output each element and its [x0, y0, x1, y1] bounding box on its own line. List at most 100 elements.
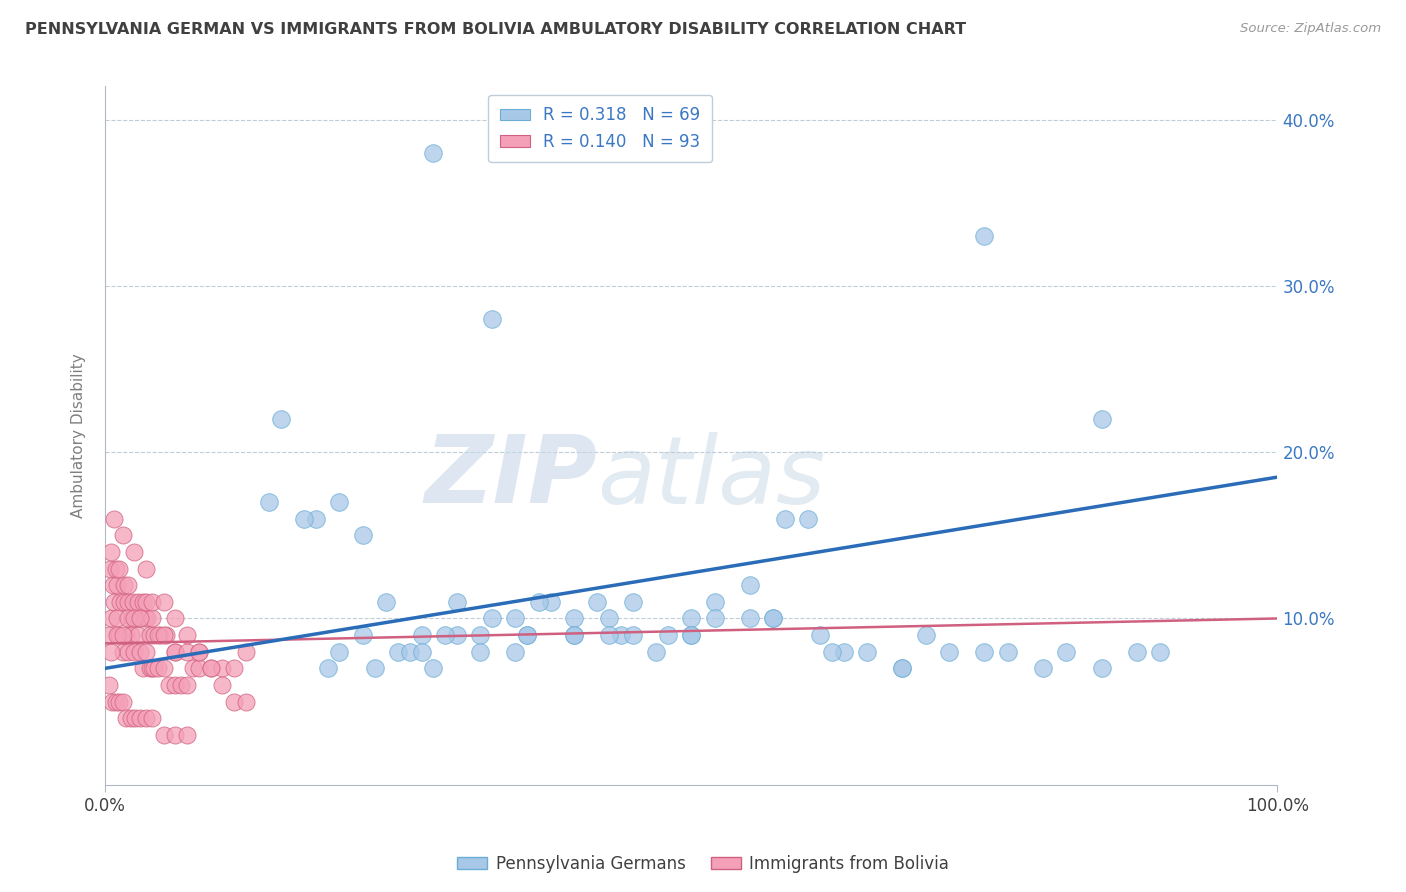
Point: [100, 545, 122, 559]
Point: [516, 628, 538, 642]
Point: [129, 611, 152, 625]
Point: [328, 645, 350, 659]
Point: [411, 645, 433, 659]
Point: [375, 595, 398, 609]
Point: [135, 711, 157, 725]
Point: [117, 578, 139, 592]
Point: [112, 595, 135, 609]
Point: [1032, 661, 1054, 675]
Point: [398, 645, 420, 659]
Legend: R = 0.318   N = 69, R = 0.140   N = 93: R = 0.318 N = 69, R = 0.140 N = 93: [488, 95, 713, 162]
Point: [105, 628, 128, 642]
Point: [762, 611, 785, 625]
Point: [856, 645, 879, 659]
Point: [316, 661, 339, 675]
Point: [143, 628, 166, 642]
Point: [914, 628, 936, 642]
Point: [115, 628, 138, 642]
Point: [117, 645, 139, 659]
Point: [562, 628, 585, 642]
Y-axis label: Ambulatory Disability: Ambulatory Disability: [72, 353, 86, 518]
Legend: Pennsylvania Germans, Immigrants from Bolivia: Pennsylvania Germans, Immigrants from Bo…: [451, 848, 955, 880]
Point: [516, 628, 538, 642]
Point: [104, 695, 127, 709]
Point: [117, 611, 139, 625]
Point: [1149, 645, 1171, 659]
Point: [200, 661, 222, 675]
Point: [108, 695, 131, 709]
Point: [152, 595, 174, 609]
Point: [124, 711, 146, 725]
Point: [159, 678, 181, 692]
Point: [598, 611, 620, 625]
Point: [832, 645, 855, 659]
Text: Source: ZipAtlas.com: Source: ZipAtlas.com: [1240, 22, 1381, 36]
Point: [97, 678, 120, 692]
Point: [176, 645, 198, 659]
Point: [122, 595, 145, 609]
Point: [681, 628, 703, 642]
Point: [773, 512, 796, 526]
Point: [470, 628, 492, 642]
Point: [235, 695, 257, 709]
Point: [681, 628, 703, 642]
Point: [681, 611, 703, 625]
Point: [235, 645, 257, 659]
Point: [105, 578, 128, 592]
Point: [222, 661, 245, 675]
Point: [645, 645, 668, 659]
Point: [124, 645, 146, 659]
Point: [352, 528, 374, 542]
Point: [187, 661, 209, 675]
Text: ZIP: ZIP: [425, 432, 598, 524]
Point: [200, 661, 222, 675]
Point: [505, 645, 527, 659]
Point: [131, 661, 153, 675]
Point: [973, 229, 995, 244]
Point: [120, 628, 142, 642]
Point: [1090, 661, 1112, 675]
Point: [170, 678, 193, 692]
Point: [111, 528, 134, 542]
Point: [821, 645, 844, 659]
Point: [562, 628, 585, 642]
Point: [115, 711, 138, 725]
Point: [703, 595, 725, 609]
Point: [152, 661, 174, 675]
Point: [610, 628, 633, 642]
Point: [1125, 645, 1147, 659]
Point: [586, 595, 609, 609]
Point: [97, 628, 120, 642]
Point: [152, 628, 174, 642]
Point: [973, 645, 995, 659]
Text: atlas: atlas: [598, 432, 825, 523]
Point: [146, 661, 169, 675]
Point: [110, 595, 132, 609]
Point: [141, 711, 163, 725]
Point: [176, 678, 198, 692]
Point: [797, 512, 820, 526]
Point: [891, 661, 914, 675]
Point: [181, 661, 204, 675]
Point: [149, 628, 172, 642]
Point: [762, 611, 785, 625]
Point: [141, 661, 163, 675]
Point: [98, 561, 121, 575]
Point: [211, 678, 233, 692]
Point: [120, 711, 142, 725]
Point: [143, 661, 166, 675]
Point: [292, 512, 315, 526]
Point: [124, 611, 146, 625]
Point: [124, 545, 146, 559]
Point: [146, 628, 169, 642]
Point: [105, 611, 128, 625]
Point: [165, 611, 187, 625]
Point: [134, 611, 156, 625]
Point: [131, 595, 153, 609]
Point: [211, 661, 233, 675]
Point: [411, 628, 433, 642]
Point: [103, 578, 125, 592]
Point: [446, 595, 468, 609]
Point: [505, 611, 527, 625]
Point: [270, 412, 292, 426]
